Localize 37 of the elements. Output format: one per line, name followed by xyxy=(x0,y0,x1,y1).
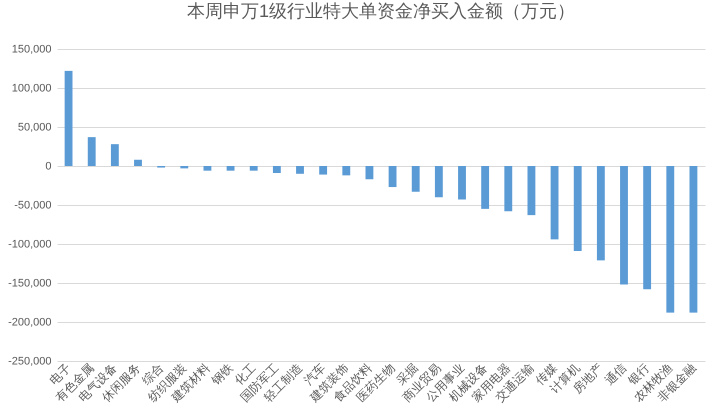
x-tick-label: 通信 xyxy=(602,360,629,388)
y-tick-label: 0 xyxy=(45,160,52,172)
bar xyxy=(666,166,674,313)
y-tick-label: -250,000 xyxy=(8,356,52,368)
bar xyxy=(458,166,466,200)
bar xyxy=(689,166,698,313)
bar xyxy=(550,166,559,240)
bar xyxy=(365,166,374,180)
bar xyxy=(527,166,536,216)
y-tick-label: -50,000 xyxy=(14,200,52,212)
bar xyxy=(434,166,443,198)
y-tick-label: -150,000 xyxy=(8,278,52,290)
bar xyxy=(64,70,73,166)
bar xyxy=(250,166,258,171)
y-tick-label: 50,000 xyxy=(18,122,52,134)
bar xyxy=(319,166,328,175)
y-tick-label: 100,000 xyxy=(12,82,52,94)
bar xyxy=(342,166,350,176)
bar xyxy=(481,166,490,209)
chart-title: 本周申万1级行业特大单资金净买入金额（万元） xyxy=(186,1,576,21)
bar xyxy=(643,166,652,290)
bar xyxy=(226,166,235,171)
bar xyxy=(412,166,420,192)
bar xyxy=(388,166,397,188)
y-tick-label: -100,000 xyxy=(8,238,52,250)
y-tick-label: 150,000 xyxy=(12,44,52,56)
bar xyxy=(504,166,512,212)
bar xyxy=(620,166,628,285)
bar xyxy=(88,137,96,166)
bar xyxy=(296,166,304,174)
bar xyxy=(574,166,582,252)
bar xyxy=(272,166,281,174)
bar xyxy=(110,144,119,166)
bar xyxy=(203,166,212,171)
y-tick-label: -200,000 xyxy=(8,316,52,328)
bar xyxy=(134,160,142,166)
bar xyxy=(596,166,605,260)
